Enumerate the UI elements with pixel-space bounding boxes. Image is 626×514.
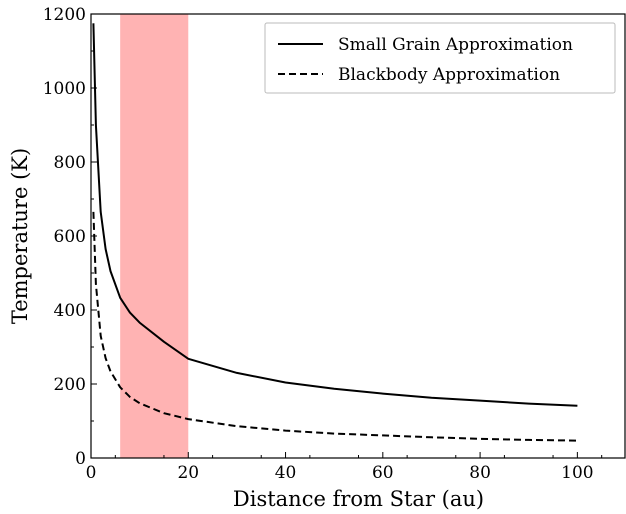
shaded-region [120, 14, 189, 458]
x-tick-label: 80 [469, 463, 491, 483]
legend-box [264, 22, 616, 94]
y-tick-label: 800 [54, 153, 86, 173]
y-tick-label: 1200 [43, 5, 86, 25]
x-axis-label: Distance from Star (au) [233, 487, 484, 511]
x-tick-label: 60 [372, 463, 394, 483]
x-tick-label: 0 [86, 463, 97, 483]
y-tick-label: 200 [54, 375, 86, 395]
series-line-blackbody [92, 211, 578, 442]
x-tick-label: 100 [561, 463, 593, 483]
y-tick-label: 0 [75, 449, 86, 469]
series-line-small-grain [92, 23, 578, 407]
legend: Small Grain Approximation Blackbody Appr… [264, 22, 616, 94]
x-tick-label: 40 [275, 463, 297, 483]
x-tick-label: 20 [177, 463, 199, 483]
legend-label-blackbody: Blackbody Approximation [338, 65, 560, 85]
y-tick-label: 1000 [43, 79, 86, 99]
series-layer [92, 23, 578, 442]
y-axis-label: Temperature (K) [8, 148, 32, 324]
y-tick-label: 400 [54, 301, 86, 321]
shaded-region-layer [120, 14, 189, 458]
y-tick-label: 600 [54, 227, 86, 247]
legend-label-small-grain: Small Grain Approximation [338, 35, 573, 55]
